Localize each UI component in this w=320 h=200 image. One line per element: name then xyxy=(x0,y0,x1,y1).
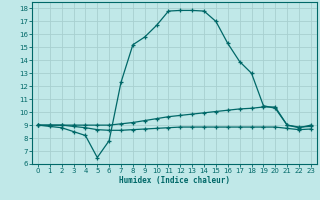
X-axis label: Humidex (Indice chaleur): Humidex (Indice chaleur) xyxy=(119,176,230,185)
